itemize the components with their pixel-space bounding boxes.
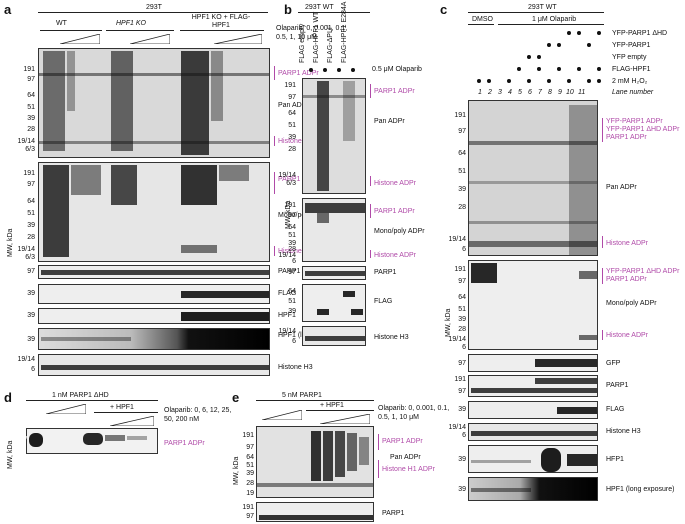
titration-wedge — [214, 34, 262, 44]
lane-label: FLAG empty — [299, 23, 306, 63]
blot-label-pan-adpr: Pan ADPr — [374, 118, 405, 125]
blot-label-pan-adpr: Pan ADPr — [278, 102, 309, 109]
annotation-parp1-adpr: PARP1 ADPr — [278, 176, 319, 183]
titration-wedge — [110, 416, 154, 426]
blot-label-parp1-e: PARP1 — [382, 510, 405, 517]
blot-label-mono-poly-adpr: Mono/poly ADPr — [606, 300, 657, 307]
panel-letter-e: e — [232, 390, 240, 405]
condition-olaparib: 1 μM Olaparib — [532, 16, 577, 23]
annotation-histone-adpr: Histone ADPr — [278, 248, 321, 255]
blot-pan-adpr-e — [256, 426, 374, 498]
group-rescue: HPF1 KO + FLAG-HPF1 — [191, 14, 251, 29]
titration-wedge — [60, 34, 100, 44]
lane-label: FLAG-ΔPLF — [327, 24, 334, 63]
blot-label-mono-poly-adpr: Mono/poly ADPr — [374, 228, 425, 235]
blot-label-flag: FLAG — [374, 298, 393, 305]
mw-axis-label-d: MW, kDa — [7, 440, 14, 469]
blot-label-parp1: PARP1 — [374, 269, 397, 276]
blot-flag — [468, 401, 598, 419]
blot-label-histone-h3: Histone H3 — [374, 334, 409, 341]
panel-letter-d: d — [4, 390, 12, 405]
blot-histone-h3 — [38, 354, 270, 376]
blot-label-parp1: PARP1 — [606, 382, 629, 389]
blot-pan-adpr — [468, 100, 598, 256]
title-d: 1 nM PARP1 ΔHD — [52, 392, 109, 399]
blot-histone-h3 — [302, 326, 366, 346]
blot-parp1 — [302, 266, 366, 280]
blot-hpf1-long-exposure — [468, 477, 598, 501]
titration-wedge — [46, 404, 86, 414]
panel-letter-a: a — [4, 2, 12, 17]
treatment-d: Olaparib: 0, 6, 12, 25, 50, 200 nM — [164, 407, 232, 423]
panel-letter-b: b — [284, 2, 292, 17]
blot-hfp1 — [468, 445, 598, 473]
titration-wedge — [130, 34, 170, 44]
blot-label-histone-h3: Histone H3 — [278, 364, 313, 371]
blot-label-flag: FLAG — [278, 290, 297, 297]
annotation-parp1-adpr-d: PARP1 ADPr — [164, 440, 205, 447]
blot-hpf1 — [38, 308, 270, 324]
blot-hpf1-long-exposure — [38, 328, 270, 350]
blot-pan-adpr — [38, 48, 270, 158]
group-hpf1-d: + HPF1 — [110, 404, 134, 411]
lane-label: FLAG-HPF1 E284A — [341, 1, 348, 63]
blot-label-flag: FLAG — [606, 406, 625, 413]
blot-parp1-adpr-d — [26, 428, 158, 454]
cell-line-b: 293T WT — [305, 4, 334, 11]
blot-flag — [38, 284, 270, 304]
blot-label-hpf1: HPF1 — [278, 312, 296, 319]
panel-letter-c: c — [440, 2, 448, 17]
blot-label-parp1: PARP1 — [278, 268, 301, 275]
annotation-parp1-adpr: PARP1 ADPr — [278, 70, 319, 77]
treatment-a: Olaparib: 0, 0.001, 0.1, 0.5, 1, 10 μM — [276, 25, 348, 41]
annotation-histone-adpr: Histone ADPr — [278, 138, 321, 145]
blot-parp1-e — [256, 502, 374, 522]
treatment-e: Olaparib: 0, 0.001, 0.1, 0.5, 1, 10 μM — [378, 405, 450, 421]
blot-label-hpf1-long: HPF1 (long exposure) — [606, 486, 675, 493]
blot-label-histone-h3: Histone H3 — [606, 428, 641, 435]
group-wt: WT — [56, 20, 67, 27]
treatment-b: 0.5 μM Olaparib — [372, 66, 422, 73]
blot-parp1 — [468, 375, 598, 397]
blot-label-pan-adpr: Pan ADPr — [606, 184, 637, 191]
group-hpf1-e: + HPF1 — [320, 402, 344, 409]
cell-line-c: 293T WT — [528, 4, 557, 11]
lane-label: FLAG-HPF1 WT — [313, 11, 320, 63]
title-e: 5 nM PARP1 — [282, 392, 322, 399]
blot-mono-poly-adpr — [468, 260, 598, 350]
titration-wedge — [262, 410, 302, 420]
titration-wedge — [320, 414, 370, 424]
blot-histone-h3 — [468, 423, 598, 441]
group-hpf1-ko: HPF1 KO — [116, 20, 146, 27]
blot-parp1 — [38, 265, 270, 279]
blot-label-pan-adpr-e: Pan ADPr — [390, 454, 421, 461]
blot-gfp — [468, 354, 598, 372]
blot-mono-poly-adpr — [302, 198, 366, 262]
blot-mono-poly-adpr — [38, 162, 270, 262]
blot-pan-adpr — [302, 78, 366, 194]
blot-label-gfp: GFP — [606, 360, 621, 367]
blot-label-hfp1: HFP1 — [606, 456, 624, 463]
blot-flag — [302, 284, 366, 322]
cell-line-a: 293T — [146, 4, 162, 11]
condition-dmso: DMSO — [472, 16, 493, 23]
